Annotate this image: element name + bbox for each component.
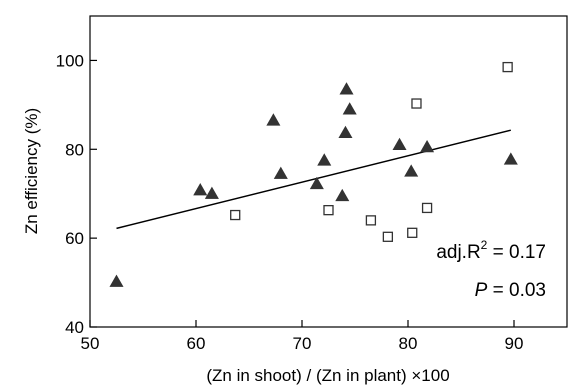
square-point [230,209,241,221]
axis-ticks [89,59,515,328]
x-tick-labels: 50 60 70 80 90 [81,334,524,353]
triangle-point [503,152,518,165]
square-point [382,231,394,242]
p-value-annotation: P = 0.03 [475,280,546,301]
triangle-point [204,186,219,199]
triangle-point [339,82,354,95]
regression-line [116,129,512,230]
square-point [502,61,513,73]
p-value: = 0.03 [487,280,546,301]
triangle-point [109,274,124,287]
x-tick-label: 60 [187,334,206,353]
triangle-point [273,166,288,179]
y-axis-label: Zn efficiency (%) [22,108,41,234]
y-tick-label: 40 [65,318,84,337]
y-tick-labels: 40 60 80 100 [56,51,84,337]
triangle-point [309,176,324,190]
r-squared-value: = 0.17 [487,242,546,263]
triangle-point [392,137,407,151]
data-points [109,61,518,287]
x-tick-label: 90 [505,334,524,353]
triangle-point [342,102,357,115]
square-point [421,202,433,214]
x-tick-label: 80 [399,334,418,353]
triangle-point [404,164,419,177]
triangle-point [193,183,208,196]
y-tick-label: 60 [65,229,84,248]
x-tick-label: 70 [293,334,312,353]
triangle-point [420,139,435,153]
r-squared-superscript: 2 [481,238,488,252]
square-point [323,205,334,216]
r-squared-annotation: adj.R2 = 0.17 [436,238,546,263]
triangle-point [317,153,332,166]
square-point [407,227,418,238]
triangle-point [335,188,350,202]
p-label: P [475,280,488,301]
x-axis-label: (Zn in shoot) / (Zn in plant) ×100 [206,366,449,385]
triangle-point [338,125,353,139]
r-squared-prefix: adj.R [436,242,480,263]
y-tick-label: 80 [65,140,84,159]
plot-frame [89,15,568,328]
triangle-point [266,113,281,126]
x-tick-label: 50 [81,334,100,353]
square-point [365,215,377,226]
y-tick-label: 100 [56,51,84,70]
square-point [411,98,422,109]
